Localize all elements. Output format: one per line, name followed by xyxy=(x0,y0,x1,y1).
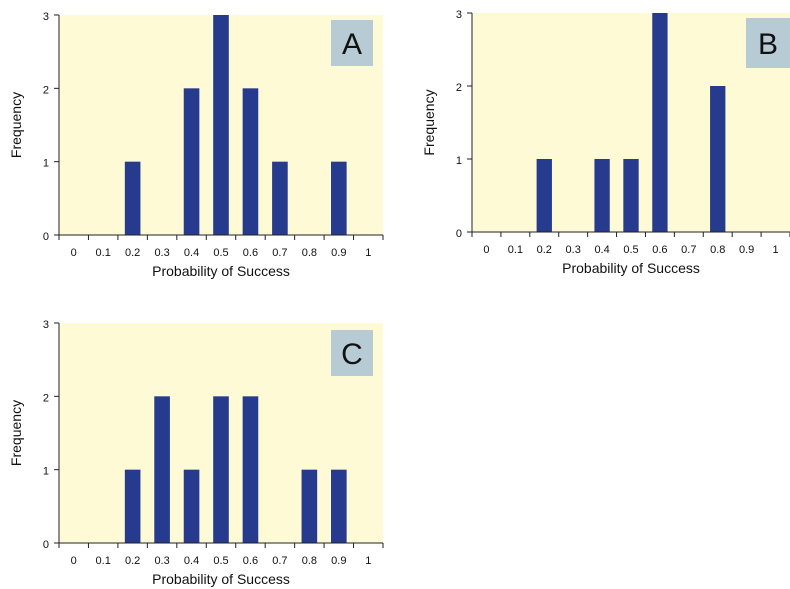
bar-0.6 xyxy=(242,88,259,235)
x-tick-label: 1 xyxy=(365,247,371,259)
x-tick-label: 0.7 xyxy=(272,555,287,567)
y-tick-label: 1 xyxy=(43,158,49,170)
x-axis-label: Probability of Success xyxy=(152,571,290,587)
bar-0.9 xyxy=(331,469,347,543)
x-tick-label: 0 xyxy=(71,247,77,259)
y-tick-label: 0 xyxy=(456,228,462,240)
histogram-chart-a: 0 1 2 3 0 0.1 0.2 0.3 0.4 0.5 0.6 0.7 0.8 0.9 1 Probabi… xyxy=(8,11,384,279)
x-tick-label: 0.4 xyxy=(184,555,199,567)
histogram-chart-b: 0 1 2 3 0 0.1 0.2 0.3 0.4 0.5 0.6 0.7 0.8 0.9 1 Probabi… xyxy=(421,9,790,276)
x-tick-label: 0.9 xyxy=(331,247,346,259)
bar-0.6 xyxy=(242,396,259,543)
y-tick-label: 2 xyxy=(43,84,49,96)
x-tick-label: 0.6 xyxy=(243,555,258,567)
x-tick-label: 0.1 xyxy=(96,555,111,567)
x-tick-label: 0.1 xyxy=(96,247,111,259)
x-tick-label: 0.7 xyxy=(681,244,696,256)
x-tick-label: 0.4 xyxy=(594,244,609,256)
y-tick-label: 3 xyxy=(43,11,49,23)
x-tick-label: 0.9 xyxy=(739,244,754,256)
x-tick-label: 0 xyxy=(71,555,77,567)
y-tick-label: 1 xyxy=(456,155,462,167)
x-axis-label: Probability of Success xyxy=(152,263,290,279)
x-tick-label: 0.2 xyxy=(125,555,140,567)
bar-0.8 xyxy=(710,86,726,232)
x-tick-label: 0.2 xyxy=(125,247,140,259)
y-tick-label: 3 xyxy=(456,9,462,21)
x-tick-label: 0 xyxy=(483,244,489,256)
x-tick-label: 0.5 xyxy=(623,244,638,256)
x-tick-label: 0.6 xyxy=(652,244,667,256)
x-tick-label: 0.8 xyxy=(710,244,725,256)
x-tick-label: 0.4 xyxy=(184,247,199,259)
bar-0.4 xyxy=(183,469,200,543)
x-tick-label: 0.8 xyxy=(302,247,317,259)
x-tick-label: 0.1 xyxy=(508,244,523,256)
panel-label: C xyxy=(341,338,363,371)
bar-0.6 xyxy=(652,13,668,232)
bar-0.3 xyxy=(154,396,170,543)
bar-0.2 xyxy=(124,469,141,543)
x-tick-label: 1 xyxy=(365,555,371,567)
bar-0.4 xyxy=(594,159,610,232)
panel-label-box xyxy=(331,20,373,66)
y-tick-label: 1 xyxy=(43,466,49,478)
y-tick-label: 0 xyxy=(43,231,49,243)
x-tick-label: 0.8 xyxy=(302,555,317,567)
bar-0.2 xyxy=(124,161,141,235)
panel-label-box xyxy=(331,330,373,376)
x-tick-label: 0.3 xyxy=(154,247,169,259)
x-tick-label: 0.9 xyxy=(331,555,346,567)
panel-label: B xyxy=(758,28,778,61)
bar-0.5 xyxy=(623,159,639,232)
bar-0.2 xyxy=(536,159,552,232)
x-axis-label: Probability of Success xyxy=(562,260,700,276)
x-tick-label: 0.5 xyxy=(213,247,228,259)
panel-label: A xyxy=(342,28,362,61)
panel-label-box xyxy=(746,18,790,68)
y-axis-label: Frequency xyxy=(8,400,24,466)
x-tick-label: 0.3 xyxy=(154,555,169,567)
histogram-chart-c: 0 1 2 3 0 0.1 0.2 0.3 0.4 0.5 0.6 0.7 0.8 0.9 1 Probabi… xyxy=(8,319,384,587)
x-tick-label: 0.3 xyxy=(566,244,581,256)
bar-0.5 xyxy=(213,396,229,543)
y-axis-label: Frequency xyxy=(421,89,437,155)
y-tick-label: 2 xyxy=(456,82,462,94)
x-tick-label: 0.5 xyxy=(213,555,228,567)
bar-0.4 xyxy=(183,88,200,235)
x-tick-label: 0.6 xyxy=(243,247,258,259)
y-tick-label: 2 xyxy=(43,392,49,404)
x-tick-label: 1 xyxy=(772,244,778,256)
x-tick-label: 0.7 xyxy=(272,247,287,259)
y-tick-label: 3 xyxy=(43,319,49,331)
bar-0.8 xyxy=(301,469,318,543)
x-tick-label: 0.2 xyxy=(537,244,552,256)
y-tick-label: 0 xyxy=(43,539,49,551)
bar-0.5 xyxy=(213,15,229,235)
bar-0.7 xyxy=(272,161,288,235)
bar-0.9 xyxy=(331,161,347,235)
y-axis-label: Frequency xyxy=(8,92,24,158)
